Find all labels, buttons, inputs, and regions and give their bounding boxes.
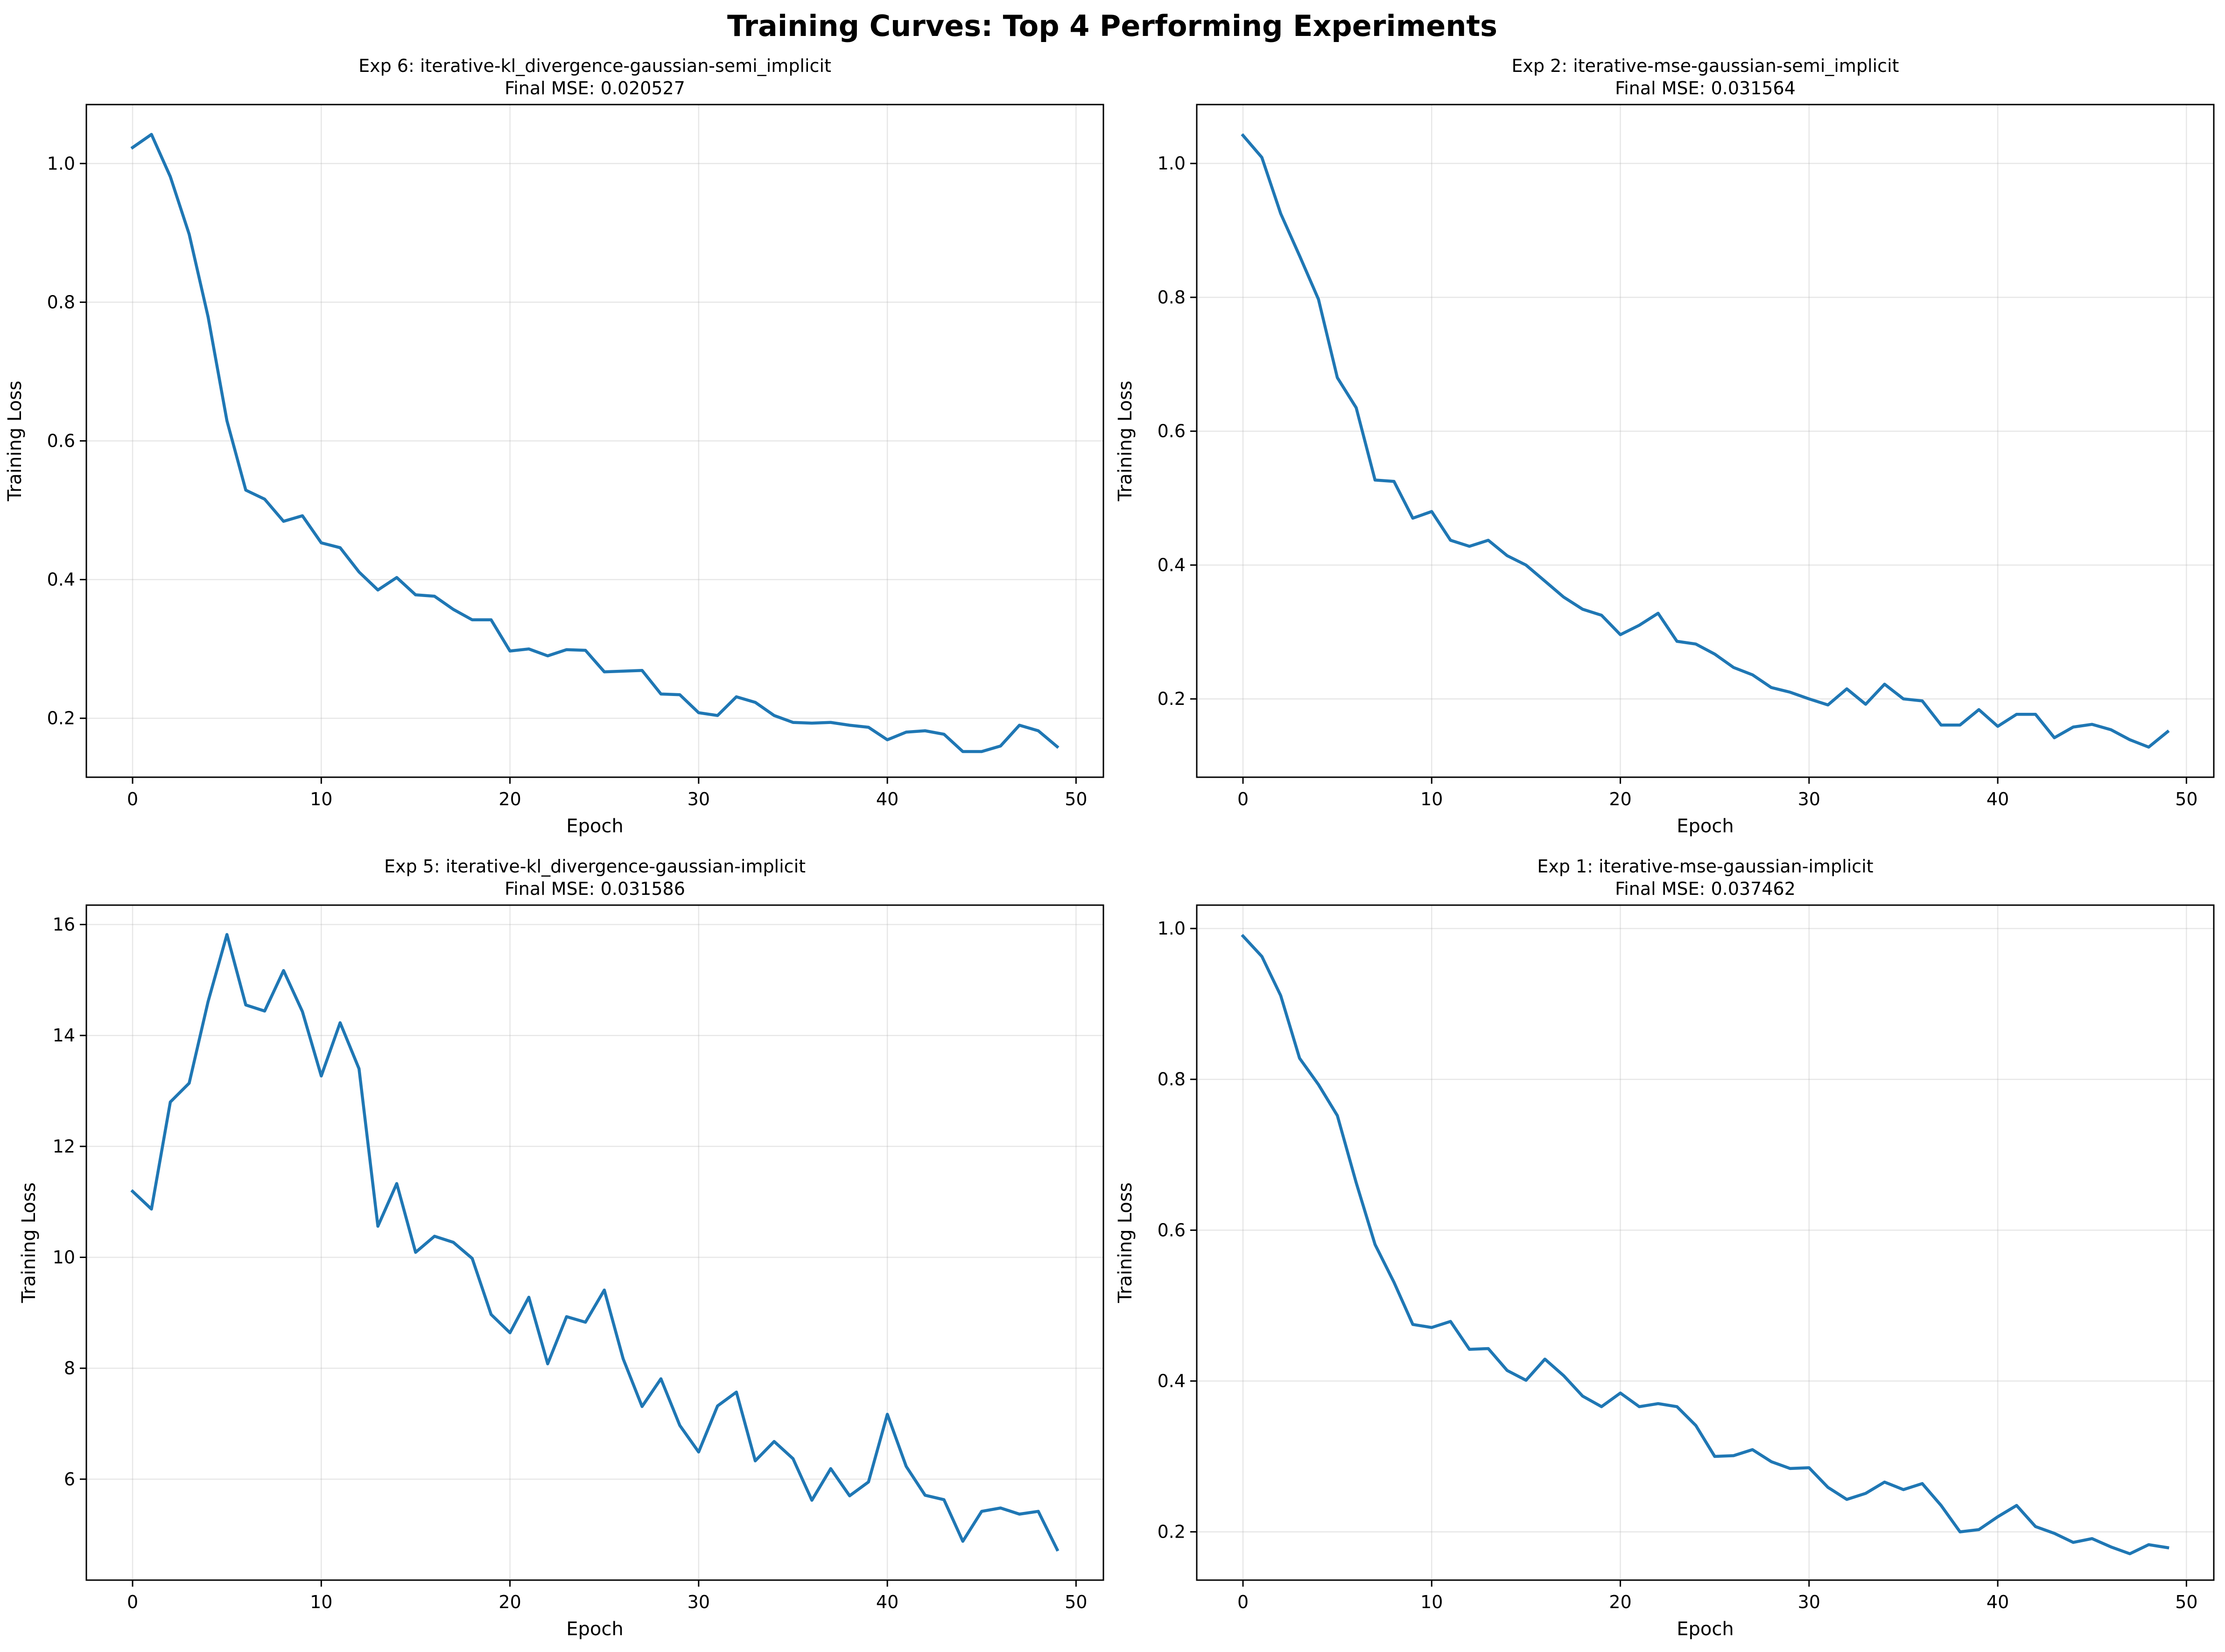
- axes-frame: [1196, 904, 2215, 1581]
- x-axis-label: Epoch: [1677, 1618, 1734, 1640]
- x-tick-label: 40: [1986, 789, 2009, 809]
- subplot-final-mse: Final MSE: 0.037462: [1615, 879, 1796, 899]
- subplot-title: Exp 1: iterative-mse-gaussian-implicit: [1537, 856, 1873, 877]
- x-tick-label: 50: [2175, 789, 2197, 809]
- y-axis-label: Training Loss: [1115, 380, 1136, 501]
- x-tick-label: 40: [1986, 1592, 2009, 1612]
- y-tick-label: 0.4: [1158, 555, 1186, 575]
- y-axis-label: Training Loss: [4, 380, 26, 501]
- y-tick-label: 1.0: [1158, 918, 1186, 939]
- x-tick-label: 10: [310, 789, 332, 809]
- subplot-final-mse: Final MSE: 0.031564: [1615, 78, 1796, 98]
- training-loss-line: [1241, 133, 2170, 749]
- y-tick-label: 0.2: [1158, 689, 1186, 709]
- y-axis-label: Training Loss: [1115, 1182, 1136, 1303]
- x-tick-label: 20: [1609, 789, 1631, 809]
- subplot-exp-2: 0 10 20 30 40 50 0.2 0.4 0.6 0.8 1.0 Exp 2: iterati…: [1115, 56, 2215, 837]
- x-tick-label: 50: [2175, 1592, 2197, 1612]
- x-tick-label: 20: [498, 789, 521, 809]
- training-loss-line: [1241, 934, 2169, 1555]
- y-tick-label: 0.8: [1158, 287, 1186, 308]
- x-tick-label: 10: [1420, 789, 1443, 809]
- x-tick-label: 30: [688, 789, 710, 809]
- subplot-exp-5: 0 10 20 30 40 50 6 8 10 12 14 16 Exp 5: iterative-kl…: [18, 856, 1104, 1640]
- subplot-exp-6: 0 10 20 30 40 50 0.2 0.4 0.6 0.8 1.0 Exp 6: iterati…: [4, 56, 1104, 837]
- training-loss-line: [130, 133, 1060, 753]
- y-tick-label: 1.0: [1158, 153, 1186, 174]
- x-tick-label: 20: [498, 1592, 521, 1612]
- y-tick-label: 6: [64, 1469, 75, 1490]
- x-tick-label: 50: [1065, 789, 1087, 809]
- y-tick-label: 12: [53, 1136, 75, 1157]
- subplot-final-mse: Final MSE: 0.020527: [505, 78, 685, 98]
- y-tick-label: 1.0: [47, 153, 75, 174]
- y-tick-label: 0.2: [47, 708, 75, 729]
- y-tick-label: 10: [53, 1247, 75, 1267]
- x-axis-label: Epoch: [566, 815, 623, 837]
- x-tick-label: 20: [1609, 1592, 1631, 1612]
- x-tick-label: 30: [1798, 789, 1820, 809]
- x-axis-label: Epoch: [566, 1618, 623, 1640]
- subplot-title: Exp 2: iterative-mse-gaussian-semi_impli…: [1511, 56, 1899, 76]
- x-tick-label: 40: [876, 789, 898, 809]
- subplot-final-mse: Final MSE: 0.031586: [505, 879, 685, 899]
- x-tick-label: 10: [310, 1592, 332, 1612]
- subplot-title: Exp 5: iterative-kl_divergence-gaussian-…: [384, 856, 806, 877]
- x-axis-label: Epoch: [1677, 815, 1734, 837]
- x-tick-label: 40: [876, 1592, 898, 1612]
- y-tick-label: 8: [64, 1358, 75, 1378]
- axes-frame: [1196, 104, 2215, 778]
- x-tick-label: 30: [1798, 1592, 1820, 1612]
- y-tick-label: 0.6: [47, 431, 75, 451]
- subplot-title: Exp 6: iterative-kl_divergence-gaussian-…: [358, 56, 831, 76]
- figure-title: Training Curves: Top 4 Performing Experi…: [727, 9, 1497, 43]
- x-tick-label: 0: [127, 789, 138, 809]
- x-tick-label: 30: [688, 1592, 710, 1612]
- x-tick-label: 0: [1237, 1592, 1249, 1612]
- x-tick-label: 0: [127, 1592, 138, 1612]
- y-tick-label: 16: [53, 914, 75, 935]
- training-loss-line: [130, 933, 1060, 1552]
- x-tick-label: 10: [1420, 1592, 1443, 1612]
- y-tick-label: 0.2: [1158, 1522, 1186, 1542]
- x-tick-label: 50: [1065, 1592, 1087, 1612]
- y-axis-label: Training Loss: [18, 1182, 40, 1303]
- y-tick-label: 0.8: [47, 292, 75, 312]
- y-tick-label: 14: [53, 1025, 75, 1046]
- y-tick-label: 0.6: [1158, 1220, 1186, 1240]
- y-tick-label: 0.4: [1158, 1371, 1186, 1391]
- axes-frame: [85, 904, 1104, 1581]
- subplot-exp-1: 0 10 20 30 40 50 0.2 0.4 0.6 0.8 1.0 Exp 1: iterati…: [1115, 856, 2215, 1640]
- y-tick-label: 0.4: [47, 569, 75, 590]
- x-tick-label: 0: [1237, 789, 1249, 809]
- y-tick-label: 0.6: [1158, 421, 1186, 442]
- y-tick-label: 0.8: [1158, 1069, 1186, 1090]
